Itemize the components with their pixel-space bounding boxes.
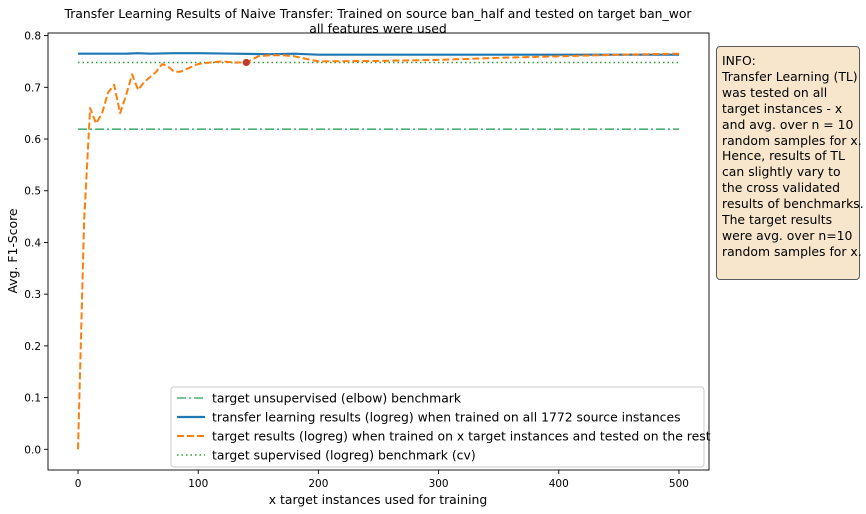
info-line: random samples for x.	[722, 243, 862, 259]
y-axis-label: Avg. F1-Score	[5, 208, 20, 293]
legend-label-4: target supervised (logreg) benchmark (cv…	[212, 448, 476, 463]
info-line: was tested on all	[722, 84, 828, 100]
info-box: INFO: Transfer Learning (TL) was tested …	[716, 46, 864, 280]
info-line: the cross validated	[722, 180, 840, 196]
info-line: The target results	[722, 212, 833, 228]
y-tick-label: 0.4	[24, 237, 41, 249]
x-tick-label: 300	[429, 478, 449, 490]
info-line: can slightly vary to	[722, 164, 841, 180]
x-tick-label: 200	[308, 478, 328, 490]
series-line-3	[77, 52, 680, 450]
legend-label-1: target unsupervised (elbow) benchmark	[212, 391, 462, 406]
chart-title-line-2: all features were used	[309, 21, 446, 36]
info-line: random samples for x.	[722, 132, 862, 148]
legend-label-3: target results (logreg) when trained on …	[212, 429, 711, 444]
y-tick-label: 0.0	[24, 444, 41, 456]
x-tick-label: 400	[549, 478, 569, 490]
y-tick-label: 0.1	[24, 393, 41, 405]
info-line: Hence, results of TL	[722, 148, 845, 164]
y-tick-label: 0.5	[24, 186, 41, 198]
y-tick-label: 0.8	[24, 31, 41, 43]
y-tick-label: 0.3	[24, 289, 41, 301]
info-line: Transfer Learning (TL)	[722, 68, 858, 84]
y-tick-label: 0.7	[24, 82, 41, 94]
axis-ticks: 0 100 200 300 400 500 0.0 0.1 0.2 0.3 0.4 0.5 0.6 0.7…	[24, 31, 689, 490]
legend: target unsupervised (elbow) benchmark tra…	[170, 386, 711, 468]
info-line: were avg. over n=10	[722, 227, 853, 243]
x-tick-label: 500	[669, 478, 689, 490]
y-tick-label: 0.2	[24, 341, 41, 353]
info-line: and avg. over n = 10	[722, 116, 854, 132]
x-tick-label: 100	[188, 478, 208, 490]
legend-label-2: transfer learning results (logreg) when …	[212, 410, 681, 425]
legend-box	[170, 386, 705, 468]
chart-title-line-1: Transfer Learning Results of Naive Trans…	[63, 6, 692, 21]
series-line-2	[78, 52, 679, 56]
series-lines	[77, 52, 680, 450]
x-tick-label: 0	[75, 478, 82, 490]
x-axis-label: x target instances used for training	[269, 492, 487, 507]
info-line: INFO:	[722, 53, 756, 68]
info-line: results of benchmarks.	[722, 196, 864, 212]
y-tick-label: 0.6	[24, 134, 41, 146]
highlight-point	[242, 58, 250, 67]
info-line: target instances - x	[722, 100, 843, 116]
